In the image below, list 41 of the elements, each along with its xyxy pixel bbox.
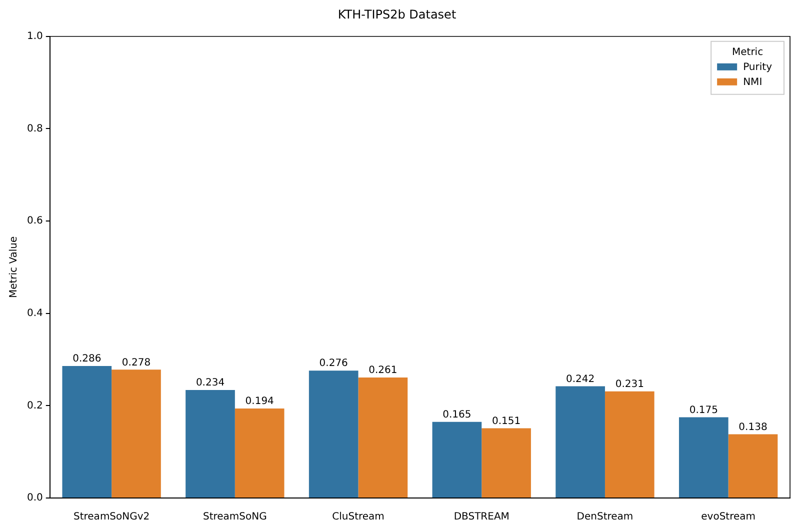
x-tick-label: DenStream [576,512,634,523]
bar [358,378,408,498]
y-tick-label: 0.0 [26,492,43,504]
x-tick-label: CluStream [332,512,384,523]
bar [728,434,778,498]
y-axis-title: Metric Value [8,236,20,298]
legend-label: Purity [743,62,772,73]
data-label: 0.242 [566,374,595,385]
data-label: 0.151 [492,416,521,427]
x-tick-label: evoStream [701,512,756,523]
legend-label: NMI [743,76,762,88]
data-label: 0.138 [738,422,768,433]
data-label: 0.261 [368,365,398,376]
x-tick-label: DBSTREAM [454,512,510,523]
bar [604,391,654,498]
y-tick-label: 1.0 [26,30,43,42]
y-tick-label: 0.8 [26,123,43,134]
data-label: 0.194 [245,396,274,408]
y-tick-label: 0.6 [26,216,43,227]
y-tick-label: 0.2 [26,400,43,412]
x-tick-label: StreamSoNGv2 [73,512,150,523]
bar [432,422,482,498]
bar [112,370,161,498]
bar [678,417,728,498]
data-label: 0.165 [442,409,472,420]
chart-title: KTH-TIPS2b Dataset [338,7,456,22]
data-label: 0.234 [196,378,225,389]
data-label: 0.278 [122,357,151,368]
data-label: 0.286 [72,354,102,365]
x-tick-label: StreamSoNG [202,512,267,523]
bar [186,390,235,498]
bar [556,386,605,498]
data-label: 0.175 [689,404,718,416]
bar [482,428,531,498]
bar [234,408,284,498]
data-label: 0.276 [319,358,348,370]
bar [308,370,358,498]
data-label: 0.231 [615,378,644,390]
bar [62,366,112,498]
y-tick-label: 0.4 [26,308,43,319]
legend-title: Metric [732,46,764,58]
